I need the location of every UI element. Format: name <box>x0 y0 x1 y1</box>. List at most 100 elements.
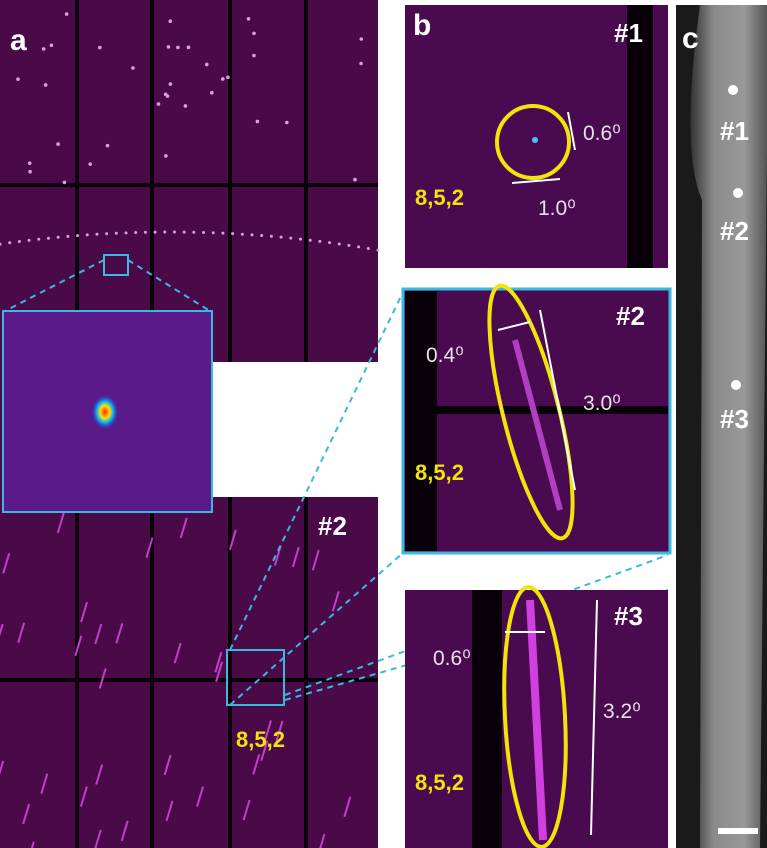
diffraction-spot <box>86 233 89 236</box>
diffraction-spot <box>105 232 108 235</box>
angular-width: 0.6⁰ <box>583 122 621 145</box>
angular-width: 0.4⁰ <box>426 344 464 367</box>
diffraction-spot <box>252 54 256 58</box>
diffraction-spot <box>173 231 176 234</box>
diffraction-spot <box>192 231 195 234</box>
diffraction-spot <box>163 231 166 234</box>
diffraction-spot <box>347 244 350 247</box>
position-label: #2 <box>720 216 749 246</box>
diffraction-spot <box>359 62 363 66</box>
detector-gap <box>405 291 437 551</box>
diffraction-spot <box>338 243 341 246</box>
position-label: #1 <box>720 116 749 146</box>
diffraction-spot <box>285 121 289 125</box>
diffraction-spot <box>16 77 20 81</box>
diffraction-spot <box>252 32 256 36</box>
diffraction-spot <box>106 144 110 148</box>
diffraction-spot <box>56 142 60 146</box>
angular-width: 3.0⁰ <box>583 392 621 415</box>
subpanel-label: #2 <box>616 301 645 331</box>
position-marker <box>728 85 738 95</box>
diffraction-spot <box>318 240 321 243</box>
diffraction-spot <box>65 12 69 16</box>
diffraction-spot <box>184 104 188 108</box>
diffraction-spot <box>42 47 46 51</box>
diffraction-spot <box>47 237 50 240</box>
diffraction-spot <box>221 232 224 235</box>
diffraction-spot <box>134 231 137 234</box>
diffraction-spot <box>8 241 11 244</box>
diffraction-spot <box>367 247 370 250</box>
diffraction-spot <box>63 181 67 185</box>
diffraction-spot <box>309 239 312 242</box>
diffraction-spot <box>357 245 360 248</box>
diffraction-spot <box>241 233 244 236</box>
scale-bar <box>718 828 758 834</box>
diffraction-spot <box>131 66 135 70</box>
subpanel-label: #1 <box>614 18 643 48</box>
reflection-label: 8,5,2 <box>236 727 285 752</box>
diffraction-spot <box>359 37 363 41</box>
diffraction-spot <box>176 46 180 50</box>
diffraction-spot <box>377 249 380 252</box>
diffraction-spot <box>18 240 21 243</box>
diffraction-spot <box>95 233 98 236</box>
panel-label: b <box>413 9 431 42</box>
diffraction-spot <box>164 92 168 96</box>
bright-spot <box>91 394 119 430</box>
angular-width: 1.0⁰ <box>538 197 576 220</box>
reflection-label: 8,5,2 <box>415 185 464 210</box>
diffraction-spot <box>289 237 292 240</box>
zoom-label: #2 <box>318 511 347 541</box>
angular-width: 0.6⁰ <box>433 647 471 670</box>
diffraction-spot <box>299 238 302 241</box>
panel-label: c <box>682 22 699 55</box>
diffraction-spot <box>183 231 186 234</box>
subpanel-label: #3 <box>614 601 643 631</box>
panel-label: a <box>10 24 27 57</box>
diffraction-spot <box>76 234 79 237</box>
diffraction-spot <box>210 91 214 95</box>
diffraction-spot <box>37 238 40 241</box>
diffraction-spot <box>57 236 60 239</box>
diffraction-spot <box>44 83 48 87</box>
position-marker <box>731 380 741 390</box>
diffraction-spot <box>202 231 205 234</box>
diffraction-spot <box>231 232 234 235</box>
position-label: #3 <box>720 404 749 434</box>
diffraction-spot <box>212 231 215 234</box>
panel-c: c #1 #2 #3 <box>676 5 767 848</box>
diffraction-spot <box>115 232 118 235</box>
diffraction-spot <box>28 239 31 242</box>
diffraction-spot <box>353 178 357 182</box>
diffraction-spot <box>28 170 32 174</box>
diffraction-spot <box>260 234 263 237</box>
diffraction-spot <box>169 82 173 86</box>
diffraction-spot <box>125 231 128 234</box>
diffraction-spot <box>154 231 157 234</box>
position-marker <box>733 188 743 198</box>
diffraction-spot <box>88 162 92 166</box>
diffraction-spot <box>247 17 251 21</box>
diffraction-spot <box>157 102 161 106</box>
diffraction-spot <box>280 236 283 239</box>
blank-area <box>213 362 378 497</box>
spot <box>532 137 538 143</box>
diffraction-spot <box>98 46 102 50</box>
diffraction-spot <box>251 233 254 236</box>
reflection-label: 8,5,2 <box>415 770 464 795</box>
diffraction-spot <box>187 46 191 50</box>
diffraction-spot <box>164 154 168 158</box>
diffraction-spot <box>205 63 209 67</box>
diffraction-spot <box>226 76 230 80</box>
diffraction-spot <box>66 235 69 238</box>
diffraction-spot <box>221 77 225 81</box>
diffraction-spot <box>28 161 32 165</box>
angular-width: 3.2⁰ <box>603 700 641 723</box>
reflection-label: 8,5,2 <box>415 460 464 485</box>
diffraction-spot <box>270 235 273 238</box>
diffraction-spot <box>144 231 147 234</box>
detector-gap <box>472 590 502 848</box>
figure: a #2 8,5,2 b #1 8,5,2 0.6⁰ 1.0⁰ #2 8,5,2… <box>0 0 767 848</box>
diffraction-spot <box>168 19 172 23</box>
